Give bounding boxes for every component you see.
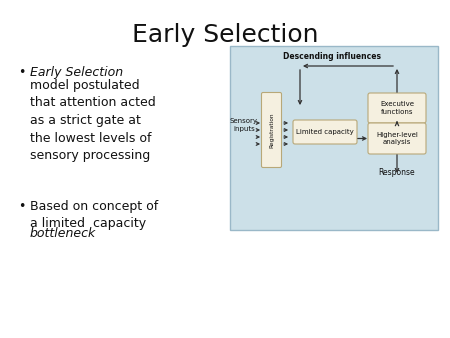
Text: Early Selection: Early Selection [30,66,123,79]
FancyBboxPatch shape [230,46,438,230]
Text: Executive
functions: Executive functions [380,101,414,115]
FancyBboxPatch shape [261,93,282,168]
Text: Descending influences: Descending influences [283,52,381,61]
Text: Higher-level
analysis: Higher-level analysis [376,132,418,145]
FancyBboxPatch shape [368,93,426,123]
Text: model postulated
that attention acted
as a strict gate at
the lowest levels of
s: model postulated that attention acted as… [30,79,156,162]
Text: Sensory
inputs: Sensory inputs [230,119,258,131]
Text: •: • [18,200,25,213]
Text: Based on concept of
a limited  capacity: Based on concept of a limited capacity [30,200,158,231]
Text: •: • [18,66,25,79]
Text: bottleneck: bottleneck [30,227,96,240]
Text: Limited capacity: Limited capacity [296,129,354,135]
Text: Registration: Registration [269,112,274,148]
FancyBboxPatch shape [368,123,426,154]
Text: Response: Response [379,168,415,177]
Text: Early Selection: Early Selection [132,23,318,47]
FancyBboxPatch shape [293,120,357,144]
